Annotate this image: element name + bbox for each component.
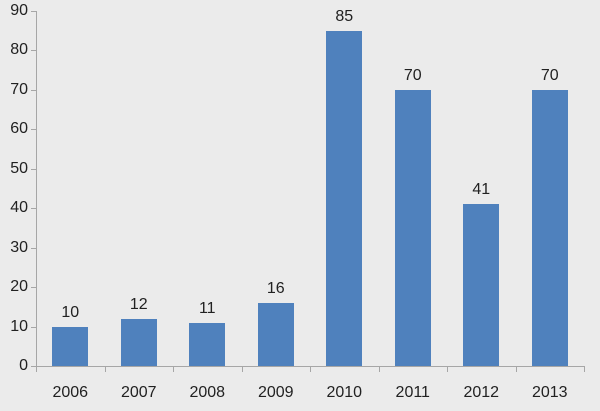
x-axis-category-label: 2011 xyxy=(395,384,430,401)
y-axis-tick xyxy=(31,168,36,170)
y-axis-tick xyxy=(31,129,36,131)
bar-2008 xyxy=(189,322,226,366)
x-axis-category-label: 2010 xyxy=(326,384,363,401)
x-axis-tick xyxy=(104,366,106,372)
x-axis-tick xyxy=(241,366,243,372)
y-axis-tick xyxy=(31,89,36,91)
y-axis-tick xyxy=(31,247,36,249)
bar-2010 xyxy=(326,30,363,366)
x-axis-tick xyxy=(584,366,585,372)
y-axis-tick-label: 40 xyxy=(10,199,28,217)
bar-value-label: 70 xyxy=(403,66,422,84)
x-axis-category-label: 2013 xyxy=(531,384,568,401)
y-axis-tick-label: 10 xyxy=(10,317,28,335)
bar-2007 xyxy=(120,318,157,366)
y-axis-tick-label: 60 xyxy=(10,120,28,138)
x-axis-tick xyxy=(515,366,517,372)
bar-value-label: 12 xyxy=(129,295,148,313)
y-axis-tick-label: 90 xyxy=(10,2,28,19)
y-axis-tick xyxy=(31,208,36,210)
y-axis-line xyxy=(36,11,37,367)
x-axis-tick xyxy=(378,366,380,372)
x-axis-category-label: 2009 xyxy=(257,384,294,401)
x-axis-tick xyxy=(310,366,311,372)
y-axis-tick xyxy=(31,50,36,52)
bar-value-label: 85 xyxy=(335,7,354,25)
y-axis-tick-label: 20 xyxy=(10,278,28,296)
x-axis-category-label: 2008 xyxy=(189,384,226,401)
y-axis-tick-label: 30 xyxy=(10,238,28,256)
bar-value-label: 11 xyxy=(198,299,216,317)
bar-2006 xyxy=(52,326,89,366)
bar-value-label: 16 xyxy=(266,279,285,297)
bar-value-label: 41 xyxy=(472,181,491,199)
bar-value-label: 10 xyxy=(61,303,80,321)
bar-value-label: 70 xyxy=(540,66,559,84)
y-axis-tick-label: 80 xyxy=(10,41,28,59)
bar-2009 xyxy=(257,302,294,366)
bar-2011 xyxy=(394,89,431,366)
y-axis-tick-label: 0 xyxy=(19,357,28,374)
x-axis-tick xyxy=(36,366,37,372)
bar-2012 xyxy=(463,204,500,366)
bar-2013 xyxy=(531,89,568,366)
y-axis-tick xyxy=(31,287,36,289)
y-axis-tick xyxy=(31,326,36,328)
x-axis-category-label: 2012 xyxy=(463,384,500,401)
y-axis-tick xyxy=(31,366,36,367)
x-axis-tick xyxy=(447,366,448,372)
y-axis-tick-label: 70 xyxy=(10,80,28,98)
x-axis-category-label: 2006 xyxy=(52,384,89,401)
x-axis-tick xyxy=(173,366,174,372)
y-axis-tick-label: 50 xyxy=(10,159,28,177)
y-axis-tick xyxy=(31,11,36,12)
x-axis-category-label: 2007 xyxy=(120,384,157,401)
